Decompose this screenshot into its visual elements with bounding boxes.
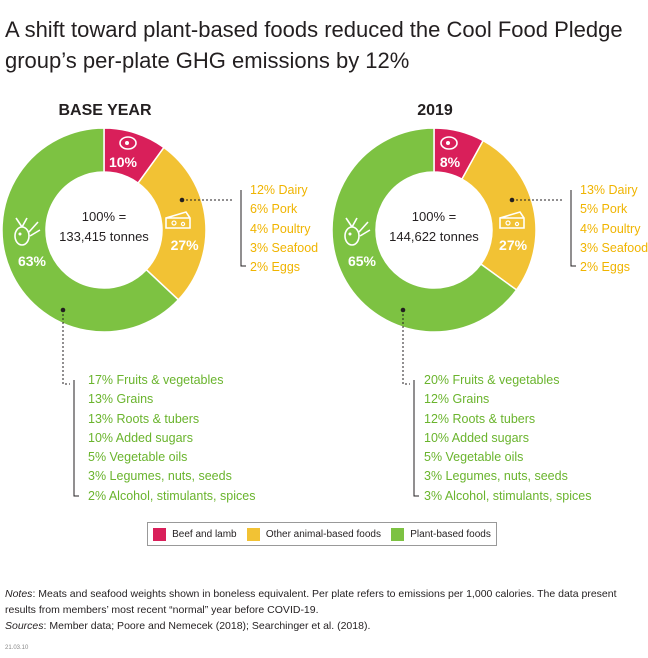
notes-text: : Meats and seafood weights shown in bon… bbox=[5, 588, 617, 616]
animal-item: 6% Pork bbox=[250, 202, 298, 217]
slice-label: 63% bbox=[18, 253, 47, 269]
animal-item: 4% Poultry bbox=[580, 221, 641, 236]
animal-breakdown-2019: 13% Dairy 5% Pork 4% Poultry 3% Seafood … bbox=[580, 181, 648, 277]
slice-label: 8% bbox=[440, 154, 461, 170]
legend: Beef and lamb Other animal-based foods P… bbox=[147, 522, 497, 546]
plant-item: 12% Grains bbox=[424, 392, 490, 407]
plant-item: 12% Roots & tubers bbox=[424, 411, 536, 426]
connector-dot bbox=[179, 197, 185, 203]
bracket-lines bbox=[73, 190, 576, 497]
connector-dot bbox=[509, 197, 515, 203]
notes-line: Notes: Meats and seafood weights shown i… bbox=[5, 586, 635, 618]
animal-item: 13% Dairy bbox=[580, 183, 638, 197]
plant-item: 17% Fruits & vegetables bbox=[88, 373, 224, 387]
legend-label: Plant-based foods bbox=[410, 528, 491, 540]
legend-label: Beef and lamb bbox=[172, 528, 237, 540]
plant-item: 5% Vegetable oils bbox=[424, 450, 524, 465]
bracket-animal-2019 bbox=[570, 190, 576, 267]
donut-2019: 8% 27% 65% 100% = 144,622 tonnes bbox=[331, 127, 537, 333]
notes-label: Notes bbox=[5, 588, 33, 600]
slice-label: 27% bbox=[499, 237, 528, 253]
center-total-value: 133,415 tonnes bbox=[59, 229, 149, 244]
connector-dot bbox=[400, 307, 406, 313]
plant-item: 3% Alcohol, stimulants, spices bbox=[424, 488, 592, 503]
donut-charts: 10% 27% 63% 100% = 133,415 tonnes 8% 27% 65% 10… bbox=[1, 127, 576, 497]
bracket-plant-2019 bbox=[413, 380, 419, 497]
legend-label: Other animal-based foods bbox=[265, 528, 381, 540]
plant-item: 3% Legumes, nuts, seeds bbox=[424, 469, 568, 484]
connector-dot bbox=[60, 307, 66, 313]
center-total-value: 144,622 tonnes bbox=[389, 229, 479, 244]
notes: Notes: Meats and seafood weights shown i… bbox=[5, 586, 635, 634]
legend-swatch bbox=[153, 527, 167, 541]
donut-title-2019: 2019 bbox=[417, 102, 453, 119]
connector-lines bbox=[62, 199, 563, 385]
donut-slice bbox=[331, 127, 518, 333]
plant-item: 13% Grains bbox=[88, 392, 154, 407]
donut-slice bbox=[1, 127, 180, 333]
donut-slice bbox=[460, 139, 537, 292]
slice-label: 27% bbox=[171, 237, 200, 253]
plant-item: 5% Vegetable oils bbox=[88, 450, 188, 465]
legend-item-beef: Beef and lamb bbox=[153, 527, 237, 541]
plant-breakdown-base-year: 17% Fruits & vegetables 13% Grains 13% R… bbox=[88, 371, 255, 506]
center-total-label: 100% = bbox=[82, 209, 126, 224]
plant-item: 3% Legumes, nuts, seeds bbox=[88, 469, 232, 484]
donut-base-year: 10% 27% 63% 100% = 133,415 tonnes bbox=[1, 127, 207, 333]
animal-item: 3% Seafood bbox=[250, 240, 319, 255]
plant-item: 2% Alcohol, stimulants, spices bbox=[88, 488, 256, 503]
animal-item: 3% Seafood bbox=[580, 240, 648, 255]
steak-icon bbox=[440, 136, 458, 150]
date-stamp: 21.03.10 bbox=[5, 645, 29, 651]
vegetables-icon bbox=[344, 217, 371, 246]
animal-item: 2% Eggs bbox=[580, 260, 631, 275]
plant-item: 10% Added sugars bbox=[424, 430, 529, 445]
plant-item: 10% Added sugars bbox=[88, 430, 193, 445]
bracket-animal-base bbox=[240, 190, 246, 267]
donut-title-base-year: BASE YEAR bbox=[58, 102, 152, 119]
bracket-plant-base bbox=[73, 380, 79, 497]
legend-swatch bbox=[246, 527, 260, 541]
legend-item-plant: Plant-based foods bbox=[391, 527, 491, 541]
sources-line: Sources: Member data; Poore and Nemecek … bbox=[5, 618, 635, 634]
cheese-icon bbox=[165, 211, 191, 229]
steak-icon bbox=[119, 136, 137, 150]
plant-breakdown-2019: 20% Fruits & vegetables 12% Grains 12% R… bbox=[424, 371, 591, 506]
animal-item: 2% Eggs bbox=[250, 260, 301, 275]
slice-label: 65% bbox=[348, 253, 377, 269]
chart-title: A shift toward plant-based foods reduced… bbox=[5, 17, 623, 73]
animal-item: 5% Pork bbox=[580, 202, 628, 217]
legend-swatch bbox=[391, 527, 405, 541]
animal-item: 12% Dairy bbox=[250, 183, 308, 197]
cheese-icon bbox=[499, 211, 525, 229]
plant-item: 13% Roots & tubers bbox=[88, 411, 200, 426]
animal-item: 4% Poultry bbox=[250, 221, 311, 236]
connector-plant-2019 bbox=[402, 310, 410, 385]
sources-label: Sources bbox=[5, 620, 44, 632]
legend-item-animal: Other animal-based foods bbox=[246, 527, 381, 541]
plant-item: 20% Fruits & vegetables bbox=[424, 373, 560, 387]
connector-plant-base bbox=[62, 310, 70, 385]
vegetables-icon bbox=[14, 217, 41, 246]
sources-text: : Member data; Poore and Nemecek (2018);… bbox=[43, 620, 371, 632]
center-total-label: 100% = bbox=[412, 209, 456, 224]
slice-label: 10% bbox=[109, 154, 138, 170]
animal-breakdown-base-year: 12% Dairy 6% Pork 4% Poultry 3% Seafood … bbox=[250, 181, 318, 277]
